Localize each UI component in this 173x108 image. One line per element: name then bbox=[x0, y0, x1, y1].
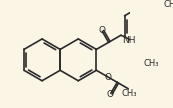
Text: O: O bbox=[107, 90, 114, 99]
Text: CH₃: CH₃ bbox=[122, 89, 137, 98]
Text: CH₃: CH₃ bbox=[164, 0, 173, 10]
Text: O: O bbox=[98, 26, 105, 35]
Text: NH: NH bbox=[122, 36, 135, 45]
Text: CH₃: CH₃ bbox=[143, 59, 159, 68]
Text: O: O bbox=[105, 73, 112, 82]
